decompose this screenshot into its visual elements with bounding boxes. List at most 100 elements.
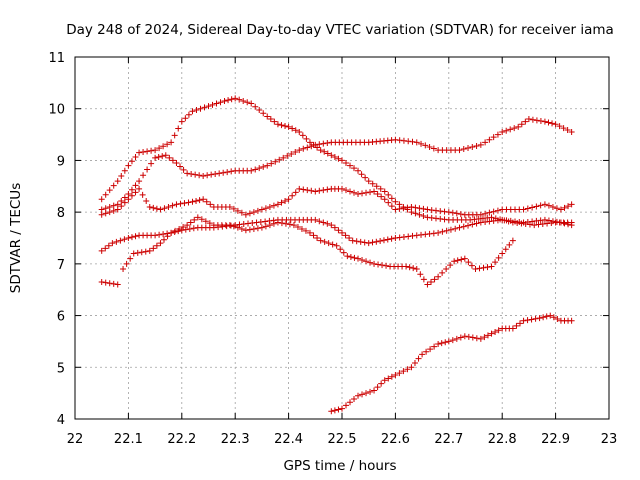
data-point [557, 206, 564, 213]
data-point [413, 266, 420, 273]
data-point [312, 216, 319, 223]
data-point [196, 172, 203, 179]
data-point [173, 201, 180, 208]
data-point [377, 237, 384, 244]
data-point [515, 123, 522, 130]
data-point [285, 196, 292, 203]
data-point [266, 222, 273, 229]
data-point [176, 225, 183, 232]
data-point [200, 196, 207, 203]
data-point [260, 110, 267, 117]
data-point [439, 228, 446, 235]
data-point [232, 95, 239, 102]
data-point [205, 103, 212, 110]
data-point [120, 266, 127, 273]
data-point [113, 238, 120, 245]
data-point [238, 225, 245, 232]
data-point [228, 168, 235, 175]
data-point [98, 278, 105, 285]
data-point [230, 205, 237, 212]
data-point [157, 206, 164, 213]
data-point [335, 155, 342, 162]
data-point [479, 215, 486, 222]
data-point [248, 100, 255, 107]
data-point [492, 328, 499, 335]
data-point [296, 147, 303, 154]
data-point [490, 217, 497, 224]
data-point [245, 220, 252, 227]
data-point [412, 204, 419, 211]
plot-frame [74, 56, 610, 420]
data-point [320, 187, 327, 194]
data-point [173, 160, 180, 167]
data-point [331, 224, 338, 231]
data-point [365, 178, 372, 185]
data-point [363, 258, 370, 265]
data-point [347, 253, 354, 260]
data-point [423, 348, 430, 355]
data-point [460, 223, 467, 230]
data-point [331, 407, 338, 414]
data-point [507, 217, 514, 224]
data-point [404, 204, 411, 211]
data-point [452, 225, 459, 232]
data-point [198, 216, 205, 223]
data-point [320, 219, 327, 226]
data-point [186, 225, 193, 232]
data-point [413, 139, 420, 146]
data-point [428, 207, 435, 214]
data-point [346, 235, 353, 241]
data-point [458, 256, 465, 263]
data-point [267, 116, 274, 123]
data-point [495, 254, 502, 261]
data-point [539, 221, 546, 228]
data-point [165, 203, 172, 210]
x-tick-label: 22.7 [434, 432, 463, 447]
data-point [367, 388, 374, 395]
data-point [488, 330, 495, 337]
x-tick-label: 22.4 [274, 432, 303, 447]
data-point [262, 218, 269, 225]
data-point [419, 351, 426, 358]
data-point [256, 165, 263, 172]
data-point [292, 149, 299, 156]
data-point [300, 186, 307, 193]
data-point [342, 232, 349, 239]
data-point [106, 209, 113, 216]
data-point [258, 206, 265, 213]
data-point [427, 346, 434, 353]
data-point [511, 125, 518, 132]
data-point [240, 97, 247, 104]
data-point [533, 217, 540, 224]
data-point [143, 197, 150, 204]
data-point [182, 226, 189, 233]
data-point [196, 197, 203, 204]
data-point [152, 232, 159, 239]
data-point [476, 265, 483, 272]
data-point [181, 200, 188, 207]
data-point [541, 118, 548, 125]
data-point [123, 260, 130, 267]
data-point [473, 220, 480, 227]
data-point [274, 201, 281, 208]
data-point [180, 166, 187, 173]
data-point [520, 317, 527, 324]
data-point [524, 205, 531, 212]
data-point [411, 359, 418, 366]
data-point [324, 220, 331, 227]
data-point [296, 185, 303, 192]
x-tick-label: 22.3 [221, 432, 250, 447]
series-track-4 [98, 216, 575, 254]
data-point [316, 187, 323, 194]
data-point [541, 216, 548, 223]
data-point [160, 143, 167, 150]
data-point [329, 241, 336, 248]
data-point [428, 214, 435, 221]
data-point [422, 142, 429, 149]
data-point [477, 335, 484, 342]
data-point [449, 337, 456, 344]
data-point [171, 132, 178, 139]
data-point [246, 210, 253, 217]
data-point [568, 201, 575, 208]
